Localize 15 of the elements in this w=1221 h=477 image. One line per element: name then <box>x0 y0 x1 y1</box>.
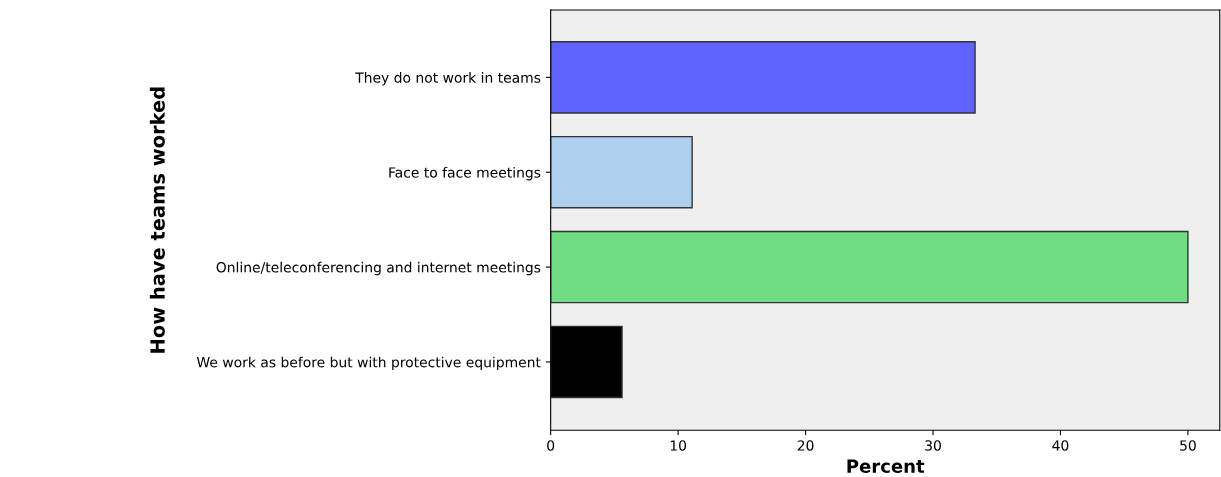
x-tick-label: 10 <box>670 440 687 451</box>
y-tick-label: We work as before but with protective equipment <box>196 356 541 371</box>
x-tick-label: 0 <box>547 440 555 451</box>
y-tick-label: Online/teleconferencing and internet meetings <box>216 261 541 276</box>
x-tick-label: 20 <box>797 440 814 451</box>
x-tick-label: 30 <box>925 440 941 451</box>
y-tick-label: Face to face meetings <box>389 166 541 181</box>
y-axis-title: How have teams worked <box>149 87 165 353</box>
y-tick-label: They do not work in teams <box>355 72 541 86</box>
x-axis-title: Percent <box>847 459 925 473</box>
x-tick-label: 40 <box>1052 440 1069 451</box>
bar <box>550 135 693 209</box>
bar <box>550 230 1189 304</box>
x-tick-label: 50 <box>1180 440 1196 451</box>
bar <box>550 41 976 114</box>
